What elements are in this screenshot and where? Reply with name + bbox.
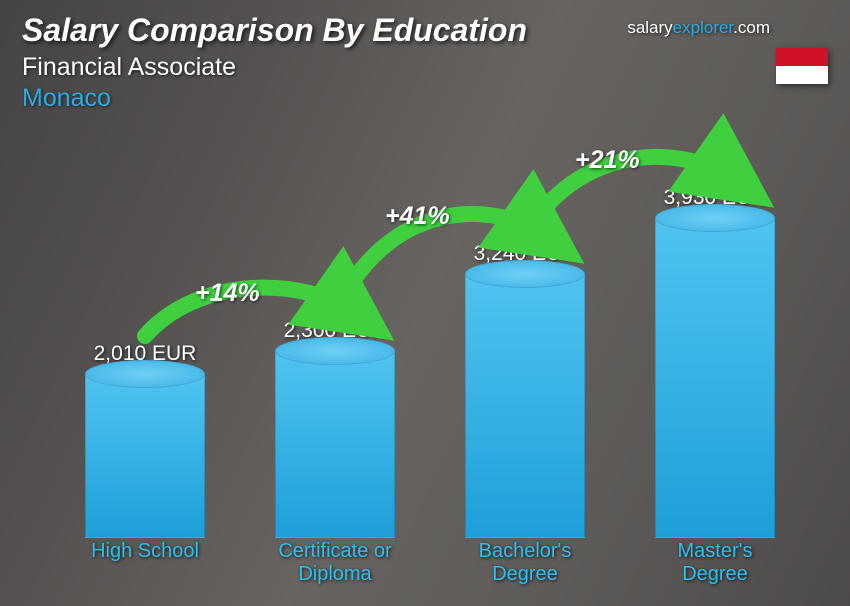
increment-pct-label: +21% (575, 146, 640, 175)
flag-stripe-top (776, 48, 828, 66)
brand-suffix: .com (733, 18, 770, 37)
country-flag-icon (776, 48, 828, 84)
chart-container: Salary Comparison By Education Financial… (0, 0, 850, 606)
brand-prefix: salary (627, 18, 672, 37)
brand-label: salaryexplorer.com (627, 18, 770, 38)
bars-area: 2,010 EURHigh School 2,300 EURCertificat… (40, 150, 790, 586)
chart-subtitle-role: Financial Associate (22, 53, 828, 82)
increment-pct-label: +14% (195, 279, 260, 308)
flag-stripe-bottom (776, 66, 828, 84)
increment-arrow-icon (515, 150, 745, 586)
chart-subtitle-location: Monaco (22, 84, 828, 113)
brand-accent: explorer (673, 18, 733, 37)
increment-pct-label: +41% (385, 202, 450, 231)
